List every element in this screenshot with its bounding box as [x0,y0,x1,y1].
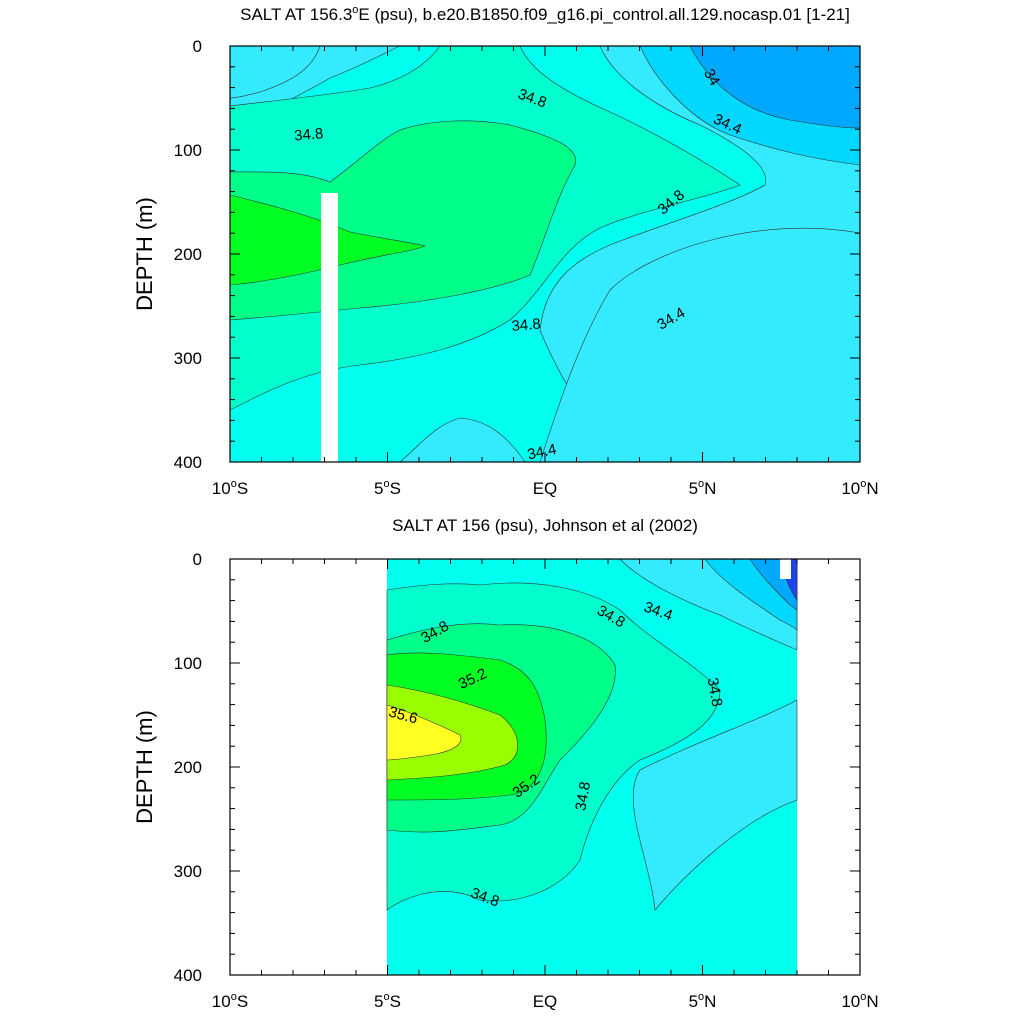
contour-label: 34.8 [294,125,325,144]
xtick-label: 10oN [841,991,878,1011]
xtick-label: 10oS [212,478,248,498]
panel-obs-axes: 0 100 200 300 400 10oS 5oS EQ 5oN 10oN [174,550,879,1011]
xtick-label: 5oN [689,478,717,498]
xtick-label: EQ [533,992,558,1011]
no-data-top-right [780,559,791,579]
ytick-label: 300 [174,349,202,368]
panel-obs-contours [386,559,798,975]
fill-34-0 [689,46,860,129]
panel-obs: SALT AT 156 (psu), Johnson et al (2002) [132,516,879,1011]
xtick-label: 5oN [689,991,717,1011]
xtick-label: EQ [533,479,558,498]
contour-label: 34.8 [704,676,726,708]
ytick-label: 0 [193,550,202,569]
panel-model-ylabel: DEPTH (m) [132,197,157,311]
ytick-label: 400 [174,453,202,472]
fill-34-4-deep [399,417,526,462]
panel-obs-title: SALT AT 156 (psu), Johnson et al (2002) [392,516,698,535]
ytick-label: 100 [174,141,202,160]
ytick-label: 0 [193,37,202,56]
ytick-label: 200 [174,758,202,777]
fill-34-4-lower [539,227,860,462]
xtick-label: 10oN [841,478,878,498]
ytick-label: 100 [174,654,202,673]
panel-model-title: SALT AT 156.3oE (psu), b.e20.B1850.f09_g… [240,4,850,24]
contour-label: 34.4 [526,441,558,464]
panel-obs-ylabel: DEPTH (m) [132,710,157,824]
contour-label: 35.6 [387,703,420,727]
fill-35-6 [386,704,462,761]
fill-34-4-top-left [230,46,321,99]
contour-label: 34 [700,66,723,89]
panel-model-contours [230,46,860,462]
contour-label: 34.8 [572,780,594,812]
ytick-label: 400 [174,966,202,985]
panel-model: SALT AT 156.3oE (psu), b.e20.B1850.f09_g… [132,4,879,498]
fill-34-4-lower [632,699,798,911]
xtick-label: 10oS [212,991,248,1011]
land-column [321,193,338,462]
xtick-label: 5oS [374,991,401,1011]
panel-model-axes: 0 100 200 300 400 10oS 5oS EQ 5oN 10oN [174,37,879,498]
xtick-label: 5oS [374,478,401,498]
ytick-label: 200 [174,245,202,264]
ytick-label: 300 [174,862,202,881]
contour-label: 34.8 [511,315,542,334]
